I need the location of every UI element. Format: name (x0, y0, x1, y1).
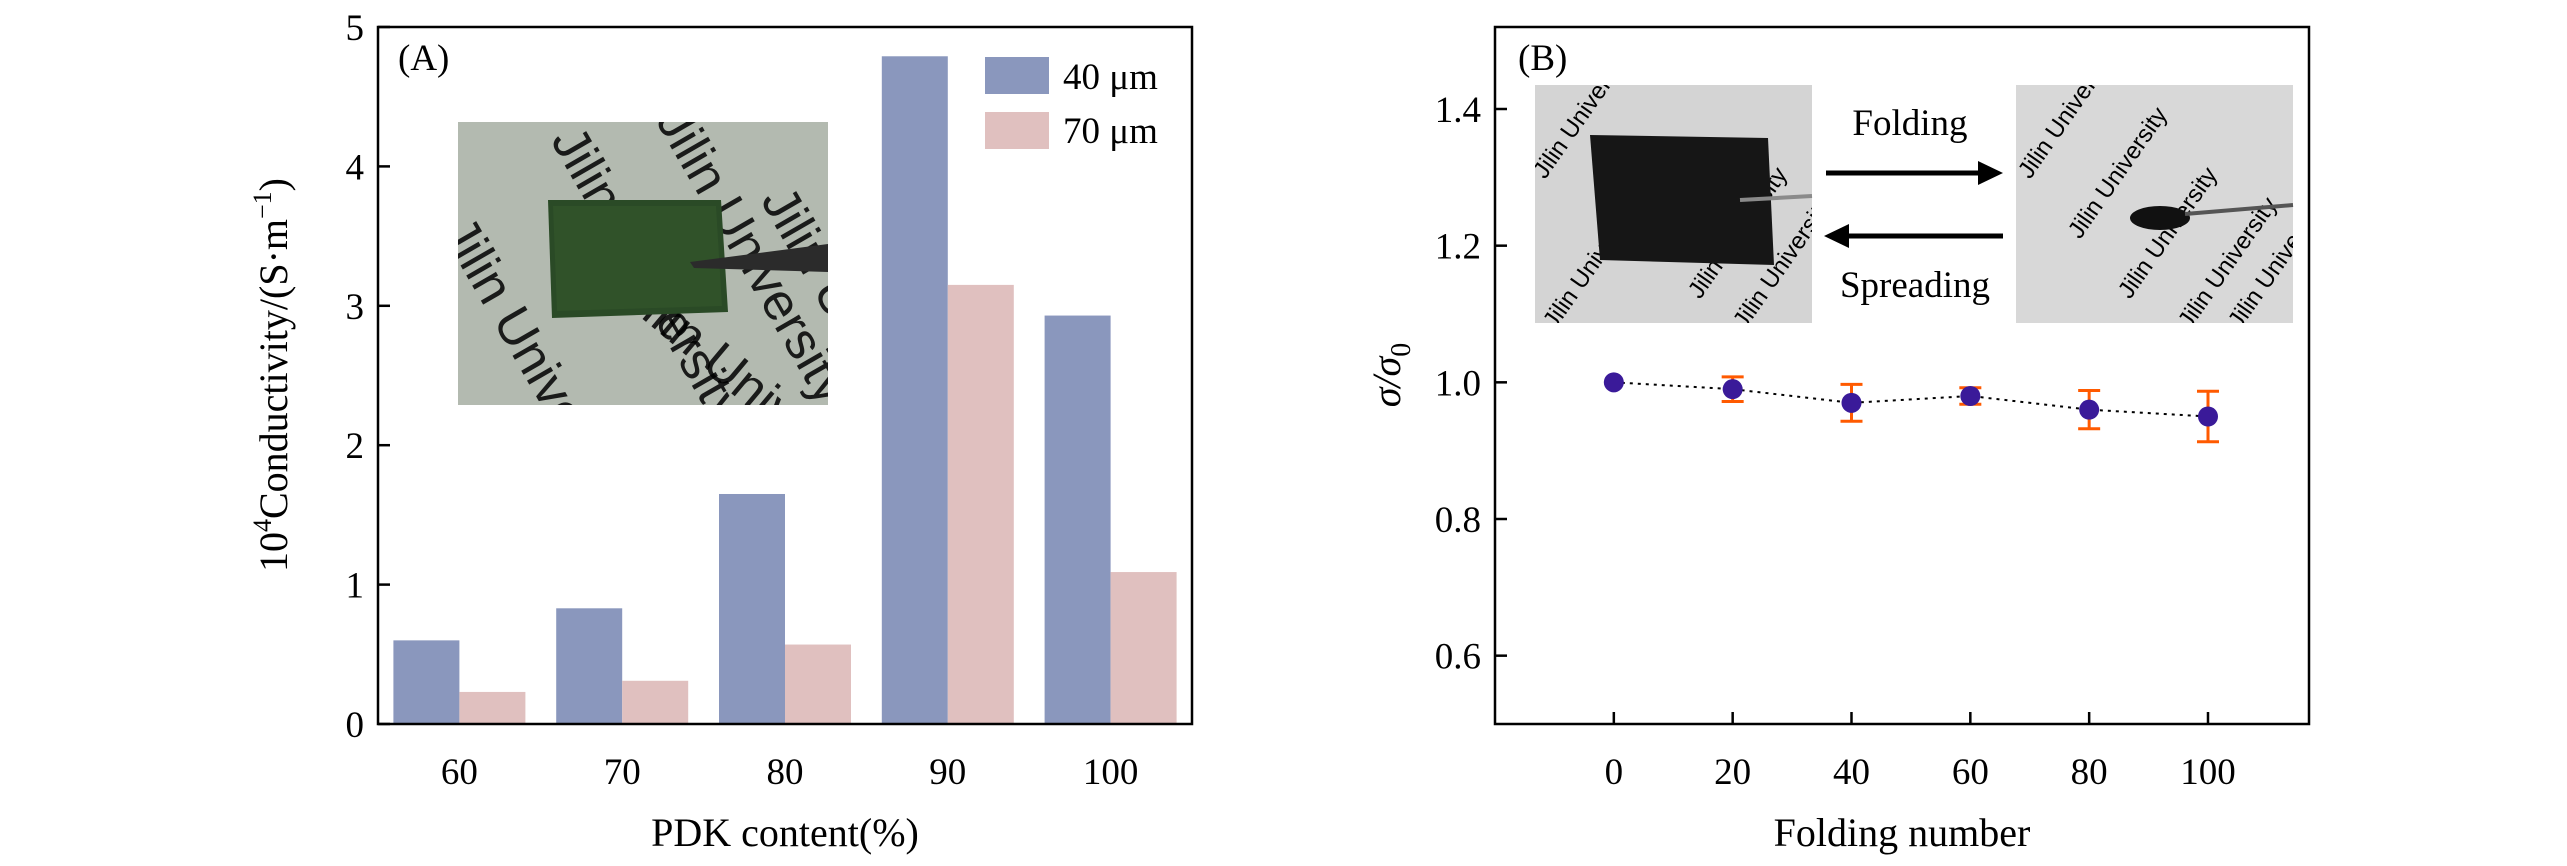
data-point (1603, 372, 1624, 393)
film-sample-texture (553, 206, 722, 311)
x-axis-ticks: 0 20 40 60 80 100 (1605, 712, 2236, 793)
bar-40um-90 (881, 56, 948, 725)
x-tick-label: 20 (1714, 752, 1751, 793)
tweezers-icon (2184, 203, 2294, 216)
y-tick-label: 1.0 (1435, 363, 1481, 404)
folding-label: Folding (1852, 103, 1967, 144)
spreading-label: Spreading (1840, 265, 1990, 306)
y-axis-title-prefix: 10 (251, 532, 296, 572)
series-connector (1613, 381, 2209, 418)
legend-swatch-70um (985, 112, 1049, 149)
y-axis-title-exponent: 4 (248, 519, 277, 532)
bar-70um-60 (459, 691, 526, 724)
tweezers-icon (690, 244, 828, 272)
connector-line (1613, 381, 2209, 418)
bar-40um-70 (556, 608, 623, 724)
y-tick-label: 4 (346, 147, 365, 188)
y-tick-label: 1.4 (1435, 90, 1481, 131)
data-point (1722, 379, 1743, 400)
panel-b-scatter-chart: 0.6 0.8 1.0 1.2 1.4 0 20 40 60 80 100 (B) Jilin U… (1364, 25, 2311, 855)
data-point (2079, 399, 2100, 420)
y-tick-label: 2 (346, 426, 365, 467)
inset-photo-film: Jilin University Jilin University Jilin … (458, 122, 828, 405)
y-axis-title-unit-exponent: −1 (248, 191, 277, 219)
y-axis-ticks: 0.6 0.8 1.0 1.2 1.4 (1435, 90, 1507, 678)
y-axis-ticks: 0 1 2 3 4 5 (346, 8, 390, 746)
y-axis-title: 104Conductivity/(S·m−1) (248, 178, 296, 572)
data-point (1960, 386, 1981, 406)
y-tick-label: 1 (346, 566, 365, 607)
y-tick-label: 5 (346, 8, 365, 49)
legend-label-70um: 70 μm (1063, 111, 1158, 152)
panel-label: (B) (1518, 38, 1567, 79)
y-tick-label: 3 (346, 287, 365, 328)
y-tick-label: 0.8 (1435, 500, 1481, 541)
legend-swatch-40um (985, 57, 1049, 94)
y-axis-title-main: σ/σ (1364, 355, 1409, 407)
x-tick-label: 40 (1833, 752, 1870, 793)
bar-70um-90 (947, 284, 1014, 724)
arrow-folding-icon (1826, 161, 2003, 185)
x-tick-label: 70 (604, 752, 641, 793)
x-tick-label: 100 (1083, 752, 1139, 793)
x-tick-label: 100 (2180, 752, 2236, 793)
y-axis-title: σ/σ0 (1364, 343, 1417, 408)
x-tick-label: 60 (441, 752, 478, 793)
x-axis-ticks: 60 70 80 90 100 (441, 752, 1138, 793)
x-axis-title: PDK content(%) (651, 810, 919, 855)
arrow-spreading-icon (1824, 224, 2003, 248)
panel-label: (A) (398, 38, 449, 79)
bar-70um-70 (622, 680, 689, 724)
tweezers-icon (1739, 194, 1813, 202)
y-axis-title-main: Conductivity/(S·m (251, 219, 296, 519)
panel-a-bar-chart: Jilin University Jilin University Jilin … (248, 8, 1194, 855)
bar-40um-80 (719, 493, 785, 724)
x-tick-label: 90 (929, 752, 966, 793)
bar-40um-60 (393, 640, 460, 724)
plot-frame (1493, 25, 2311, 726)
film-sample-spread (1590, 135, 1774, 265)
x-tick-label: 80 (2071, 752, 2108, 793)
plot-frame (376, 25, 1194, 726)
bar-series-group (393, 56, 1177, 725)
data-point (1841, 392, 1862, 413)
bar-40um-100 (1044, 315, 1111, 724)
y-tick-label: 0.6 (1435, 637, 1481, 678)
film-sample-folded (2130, 206, 2190, 230)
x-axis-title: Folding number (1774, 810, 2031, 855)
x-tick-label: 0 (1605, 752, 1624, 793)
y-axis-title-subscript: 0 (1386, 343, 1417, 357)
bar-70um-80 (785, 644, 851, 724)
x-tick-label: 80 (767, 752, 804, 793)
legend: 40 μm 70 μm (985, 57, 1158, 152)
inset-folding-illustration: Jilin University Jilin University Jilin … (1535, 85, 2294, 323)
data-points (1603, 372, 2218, 427)
y-tick-label: 1.2 (1435, 227, 1481, 268)
x-tick-label: 60 (1952, 752, 1989, 793)
legend-label-40um: 40 μm (1063, 57, 1158, 98)
bar-70um-100 (1110, 572, 1177, 724)
y-axis-title-close: ) (251, 178, 296, 191)
y-tick-label: 0 (346, 705, 365, 746)
data-point (2197, 406, 2218, 427)
inset-photo-folded-background (2016, 85, 2293, 323)
